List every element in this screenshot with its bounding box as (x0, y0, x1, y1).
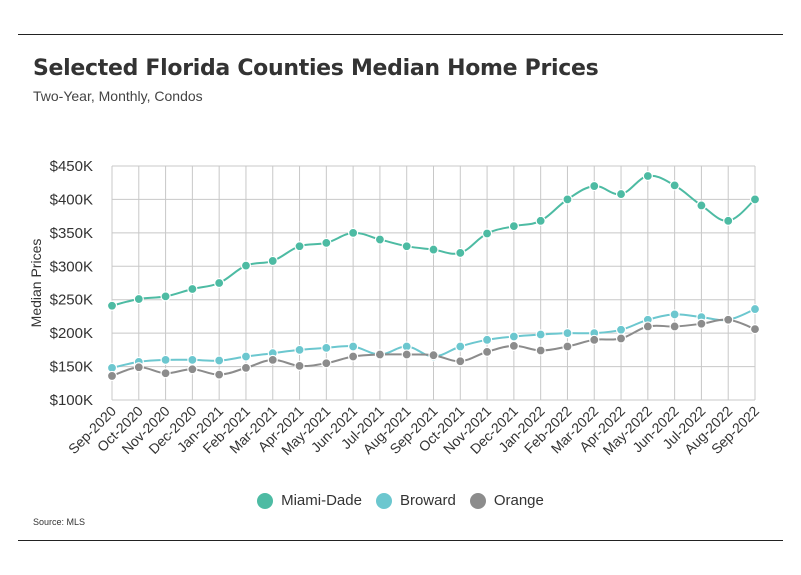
data-point-orange (187, 364, 198, 375)
y-tick-label: $450K (50, 158, 93, 175)
y-tick-label: $250K (50, 292, 93, 309)
data-point-broward (481, 334, 493, 345)
data-point-orange (615, 333, 627, 344)
data-point-miami-dade (428, 244, 439, 255)
data-point-miami-dade (455, 247, 466, 259)
chart-title: Selected Florida Counties Median Home Pr… (33, 56, 599, 81)
data-point-miami-dade (187, 283, 198, 295)
data-point-orange (374, 349, 386, 360)
legend-label: Broward (399, 492, 456, 509)
y-tick-label: $300K (50, 258, 93, 275)
grid-lines (111, 165, 756, 401)
source-note: Source: MLS (33, 517, 86, 527)
data-point-miami-dade (481, 228, 493, 239)
data-point-orange (669, 321, 680, 332)
data-point-orange (321, 358, 332, 369)
data-point-broward (535, 329, 546, 340)
data-point-orange (160, 368, 171, 379)
data-point-miami-dade (642, 170, 653, 182)
data-point-miami-dade (615, 188, 627, 200)
data-point-miami-dade (267, 255, 278, 267)
data-point-orange (133, 362, 144, 373)
data-point-broward (294, 344, 305, 355)
data-point-broward (187, 354, 198, 365)
data-point-orange (455, 356, 466, 367)
top-rule (18, 34, 783, 35)
y-tick-label: $400K (50, 191, 93, 208)
data-point-orange (106, 370, 118, 382)
data-point-broward (348, 341, 359, 352)
data-point-broward (669, 309, 680, 320)
legend-label: Miami-Dade (281, 492, 362, 509)
y-axis-ticks: $100K $150K $200K $250K $300K $350K $400K $450K (50, 158, 93, 409)
data-point-miami-dade (321, 237, 332, 248)
series-orange (106, 314, 761, 382)
data-point-broward (240, 351, 252, 362)
data-point-miami-dade (749, 194, 761, 205)
data-point-orange (642, 321, 653, 332)
data-point-orange (749, 324, 761, 335)
y-tick-label: $200K (50, 325, 93, 342)
y-axis-label: Median Prices (28, 239, 44, 328)
data-point-orange (508, 340, 519, 351)
data-point-miami-dade (294, 241, 305, 252)
data-point-miami-dade (723, 215, 734, 226)
data-point-orange (535, 345, 546, 356)
data-point-miami-dade (160, 291, 171, 302)
legend: Miami-Dade Broward Orange (0, 492, 801, 509)
data-point-miami-dade (562, 194, 573, 205)
data-point-orange (348, 351, 359, 362)
data-point-orange (240, 362, 252, 374)
data-point-broward (615, 324, 627, 335)
legend-label: Orange (493, 492, 544, 509)
data-point-broward (160, 354, 171, 365)
data-point-broward (455, 341, 466, 352)
data-point-miami-dade (508, 221, 519, 232)
data-point-broward (214, 355, 225, 366)
y-tick-label: $350K (50, 225, 93, 242)
data-point-broward (749, 303, 761, 315)
chart-subtitle: Two-Year, Monthly, Condos (33, 88, 203, 104)
data-point-orange (401, 349, 412, 360)
data-point-miami-dade (696, 200, 707, 211)
data-point-orange (428, 350, 439, 361)
data-point-orange (696, 318, 707, 329)
data-point-miami-dade (240, 260, 252, 271)
data-point-orange (562, 341, 573, 352)
legend-marker (257, 492, 274, 509)
data-point-miami-dade (401, 241, 412, 252)
data-point-miami-dade (535, 215, 546, 226)
y-tick-label: $150K (50, 359, 93, 376)
data-point-miami-dade (133, 293, 144, 305)
data-point-orange (481, 346, 493, 357)
data-point-miami-dade (348, 227, 359, 238)
data-point-orange (267, 354, 278, 365)
data-point-orange (214, 369, 225, 380)
data-point-broward (508, 331, 519, 342)
legend-item-orange: Orange (469, 492, 544, 509)
data-point-broward (562, 328, 573, 339)
data-point-miami-dade (214, 277, 225, 289)
series-group (106, 170, 761, 382)
series-miami-dade (106, 170, 761, 311)
data-point-miami-dade (669, 180, 680, 191)
data-point-miami-dade (374, 234, 386, 245)
bottom-rule (18, 540, 783, 541)
data-point-orange (294, 360, 305, 372)
data-point-miami-dade (106, 300, 118, 311)
y-tick-label: $100K (50, 392, 93, 409)
legend-marker (469, 492, 486, 509)
legend-item-broward: Broward (375, 492, 456, 509)
x-axis-ticks: Sep-2020Oct-2020Nov-2020Dec-2020Jan-2021… (65, 403, 762, 458)
data-point-miami-dade (589, 180, 600, 192)
data-point-broward (321, 342, 332, 353)
legend-item-miami-dade: Miami-Dade (257, 492, 362, 509)
data-point-orange (589, 334, 600, 345)
data-point-orange (723, 314, 734, 325)
legend-marker (375, 492, 392, 509)
